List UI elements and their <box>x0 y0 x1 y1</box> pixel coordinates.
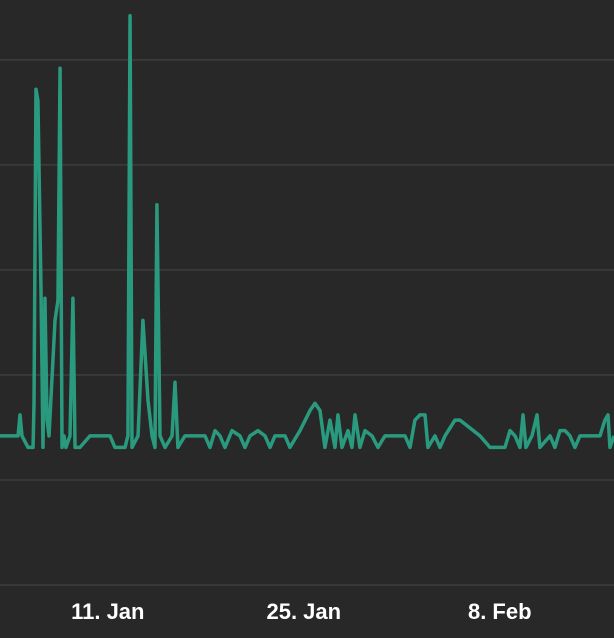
x-tick-label: 25. Jan <box>266 599 341 624</box>
x-tick-label: 8. Feb <box>468 599 532 624</box>
data-line <box>0 14 614 450</box>
x-tick-label: 11. Jan <box>71 599 144 624</box>
